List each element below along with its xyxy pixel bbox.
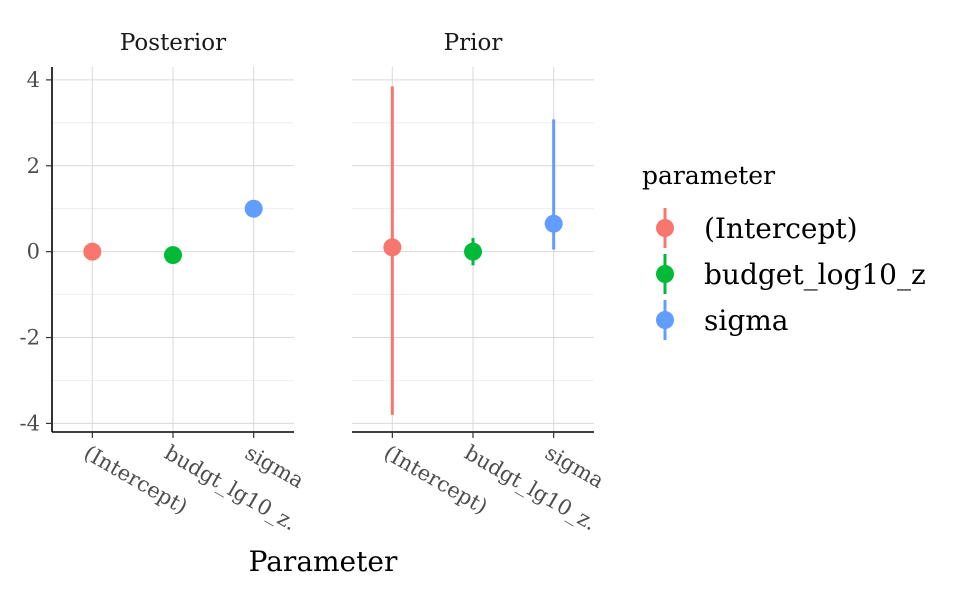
y-tick-label: -2 <box>20 326 40 350</box>
data-point <box>83 242 102 261</box>
y-axis: 4 2 0 -2 -4 <box>20 67 53 435</box>
facet-title: Posterior <box>120 30 226 56</box>
data-point <box>544 214 563 233</box>
facets-layer: Posterior(Intercept)budgt_lg10_z.sigmaPr… <box>52 30 608 535</box>
legend-entry: (Intercept) <box>656 208 858 248</box>
legend-key-point <box>656 265 674 283</box>
legend-label: budget_log10_z <box>704 258 926 291</box>
x-axis-title: Parameter <box>249 545 398 578</box>
facet-title: Prior <box>444 30 503 56</box>
legend-label: (Intercept) <box>704 212 858 245</box>
y-tick-label: -4 <box>20 411 40 435</box>
facet-panel: Posterior(Intercept)budgt_lg10_z.sigma <box>52 30 308 535</box>
data-point <box>244 199 263 218</box>
data-point <box>383 238 402 257</box>
data-point <box>464 242 482 261</box>
facet-panel: Prior(Intercept)budgt_lg10_z.sigma <box>352 30 608 535</box>
legend-entry: sigma <box>656 300 789 340</box>
legend-label: sigma <box>704 304 789 337</box>
legend-entry: budget_log10_z <box>656 254 926 294</box>
data-point <box>164 246 182 265</box>
y-tick-label: 4 <box>27 68 40 92</box>
legend-key-point <box>656 311 674 329</box>
y-tick-label: 2 <box>27 154 40 178</box>
legend-title: parameter <box>642 161 775 190</box>
y-tick-label: 0 <box>27 240 40 264</box>
legend-key-point <box>656 219 674 237</box>
